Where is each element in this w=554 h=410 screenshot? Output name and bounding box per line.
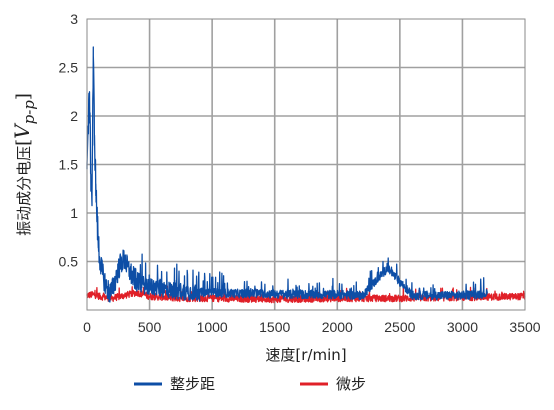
- y-tick-label: 3: [70, 11, 78, 27]
- legend-item-microstep: 微步: [300, 375, 366, 393]
- x-tick-label: 500: [138, 319, 162, 335]
- plot-border: [86, 18, 526, 311]
- svg-text:振动成分电压[Vp-p]: 振动成分电压[Vp-p]: [10, 93, 38, 236]
- x-tick-label: 1000: [197, 319, 228, 335]
- x-axis-title: 速度[r/min]: [265, 346, 346, 364]
- y-axis-title-text: 振动成分电压: [15, 146, 33, 236]
- legend-label-microstep: 微步: [336, 375, 366, 393]
- x-tick-label: 0: [83, 319, 91, 335]
- y-tick-label: 2.5: [59, 60, 79, 76]
- y-axis-title: 振动成分电压[Vp-p]: [10, 93, 38, 236]
- legend-item-full-step: 整步距: [134, 375, 215, 393]
- x-tick-label: 3000: [447, 319, 478, 335]
- y-axis-open-bracket: [: [13, 139, 34, 146]
- y-axis-variable: V: [10, 122, 34, 139]
- x-tick-label: 3500: [509, 319, 540, 335]
- series-line-full-step: [86, 46, 488, 303]
- grid-lines: [87, 19, 525, 310]
- y-tick-label: 1.5: [59, 157, 79, 173]
- series-layer: [86, 46, 526, 304]
- x-tick-labels: 0 500 1000 1500 2000 2500 3000 3500: [83, 319, 541, 335]
- legend: 整步距 微步: [134, 375, 366, 393]
- y-tick-labels: 0.5 1 1.5 2 2.5 3: [59, 11, 79, 270]
- x-tick-label: 1500: [259, 319, 290, 335]
- y-tick-label: 2: [70, 108, 78, 124]
- x-tick-label: 2500: [384, 319, 415, 335]
- y-axis-close-bracket: ]: [13, 93, 34, 100]
- y-tick-label: 1: [70, 205, 78, 221]
- y-tick-label: 0.5: [59, 254, 79, 270]
- legend-label-full-step: 整步距: [170, 375, 215, 393]
- y-axis-subscript: p-p: [20, 100, 38, 125]
- x-tick-label: 2000: [322, 319, 353, 335]
